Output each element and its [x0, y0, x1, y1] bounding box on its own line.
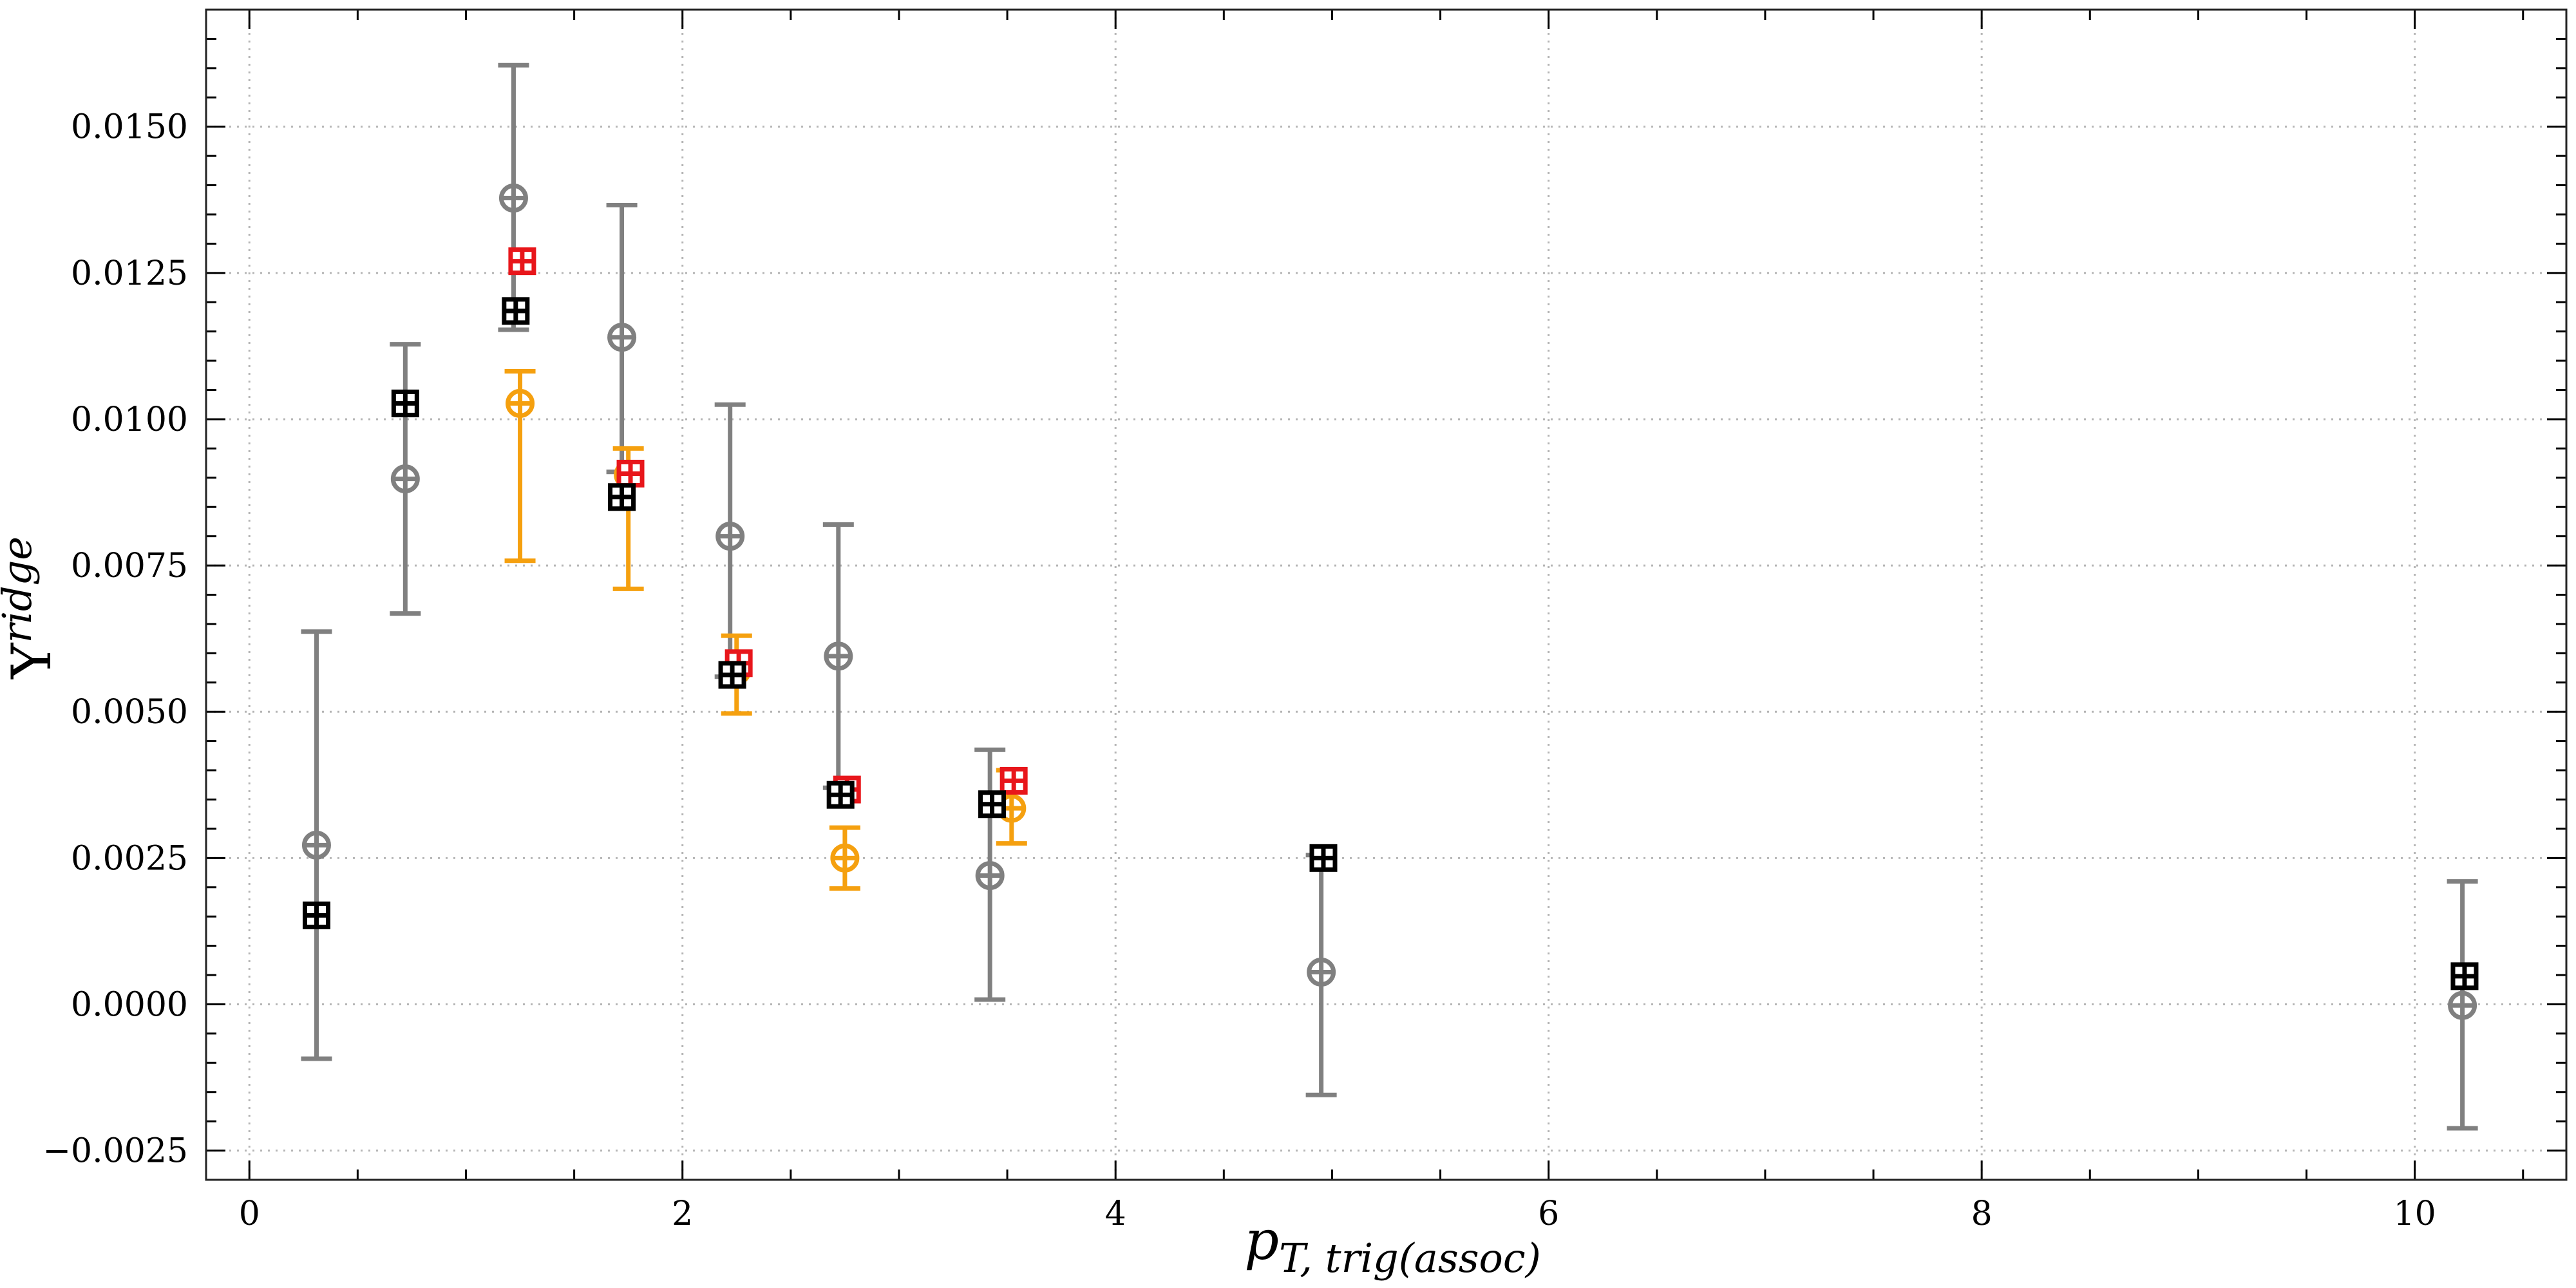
y-tick-label: −0.0025	[43, 1132, 188, 1171]
y-tick-label: 0.0100	[71, 401, 188, 439]
grid	[206, 10, 2566, 1180]
data-series	[301, 62, 2479, 1131]
data-point	[1307, 957, 1336, 987]
x-tick-label: 2	[672, 1195, 693, 1233]
y-axis-title-main: Y	[0, 642, 63, 679]
y-tick-label: 0.0025	[71, 839, 188, 878]
data-point	[506, 388, 535, 418]
data-point	[390, 464, 420, 494]
series-2-square-plus	[508, 247, 1028, 804]
y-tick-label: 0.0125	[71, 254, 188, 293]
data-point	[302, 901, 330, 929]
data-point	[502, 297, 530, 325]
tick-labels: 0 2 4 6 8 10 −0.0025 0.0000 0.0025 0.0050 0.0075 0.…	[43, 108, 2436, 1233]
x-tick-label: 6	[1538, 1195, 1559, 1233]
x-axis-title-sub: T, trig(assoc)	[1279, 1235, 1541, 1282]
y-tick-label: 0.0150	[71, 108, 188, 147]
x-tick-label: 4	[1105, 1195, 1126, 1233]
data-point	[2450, 962, 2479, 990]
data-point	[999, 766, 1028, 795]
data-point	[616, 459, 645, 488]
data-point	[975, 861, 1005, 891]
data-point	[718, 661, 746, 689]
x-tick-label: 0	[239, 1195, 260, 1233]
y-tick-label: 0.0075	[71, 547, 188, 585]
data-point	[830, 843, 860, 873]
x-axis-title-main: p	[1244, 1209, 1279, 1272]
series-1-circle-plus	[504, 368, 1027, 891]
x-axis-title: pT, trig(assoc)	[1244, 1209, 1541, 1282]
series-3-square-plus	[302, 297, 2479, 990]
data-point	[1309, 844, 1338, 872]
data-point	[301, 830, 331, 860]
series-0-circle-plus	[301, 62, 2478, 1131]
data-point	[498, 184, 528, 213]
y-tick-label: 0.0000	[71, 985, 188, 1024]
data-point	[391, 389, 419, 417]
axis-ticks	[206, 10, 2566, 1180]
data-point	[715, 522, 745, 551]
data-point	[607, 323, 637, 352]
data-point	[826, 781, 855, 809]
y-axis-title: Yridge	[0, 536, 63, 679]
data-point	[608, 483, 636, 511]
x-tick-label: 8	[1971, 1195, 1993, 1233]
data-point	[978, 790, 1007, 819]
y-tick-label: 0.0050	[71, 693, 188, 732]
data-point	[508, 247, 536, 276]
data-point	[2448, 990, 2477, 1020]
plot-frame	[205, 8, 2568, 1181]
data-point	[824, 641, 853, 671]
x-tick-label: 10	[2394, 1195, 2436, 1233]
y-axis-title-sup: ridge	[0, 536, 41, 643]
